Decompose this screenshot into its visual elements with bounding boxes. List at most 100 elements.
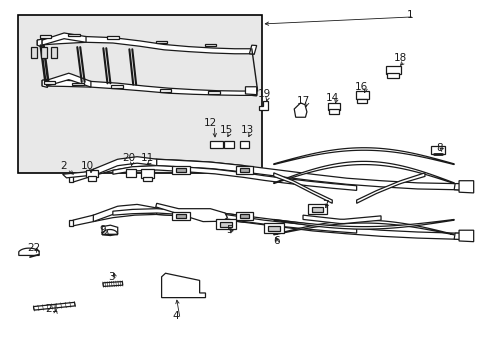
- Polygon shape: [102, 282, 122, 287]
- Polygon shape: [111, 85, 122, 88]
- Polygon shape: [126, 169, 136, 177]
- Polygon shape: [42, 79, 47, 87]
- Polygon shape: [216, 220, 235, 229]
- Text: 14: 14: [325, 93, 338, 103]
- Text: 11: 11: [140, 153, 153, 163]
- Polygon shape: [102, 225, 118, 235]
- Polygon shape: [251, 87, 257, 96]
- Polygon shape: [69, 220, 73, 226]
- Polygon shape: [156, 41, 167, 43]
- Polygon shape: [113, 209, 356, 233]
- Polygon shape: [239, 214, 249, 218]
- Polygon shape: [33, 302, 75, 310]
- Polygon shape: [329, 109, 338, 114]
- Polygon shape: [176, 168, 185, 172]
- Text: 12: 12: [203, 118, 217, 128]
- Text: 5: 5: [226, 225, 233, 235]
- Polygon shape: [210, 141, 222, 148]
- Polygon shape: [159, 89, 171, 92]
- Polygon shape: [31, 47, 37, 58]
- Polygon shape: [113, 166, 356, 190]
- Polygon shape: [93, 204, 157, 222]
- Polygon shape: [294, 103, 306, 117]
- Text: 20: 20: [122, 153, 135, 163]
- Polygon shape: [386, 73, 398, 78]
- Polygon shape: [46, 73, 91, 87]
- Polygon shape: [40, 35, 51, 38]
- Polygon shape: [37, 37, 254, 54]
- Polygon shape: [267, 226, 279, 230]
- Bar: [18, 15, 261, 173]
- Polygon shape: [273, 220, 453, 235]
- Polygon shape: [307, 204, 327, 215]
- Polygon shape: [42, 80, 256, 96]
- Polygon shape: [311, 207, 323, 212]
- Polygon shape: [239, 141, 249, 148]
- Polygon shape: [143, 177, 152, 181]
- Polygon shape: [453, 233, 469, 240]
- Polygon shape: [204, 44, 216, 46]
- Polygon shape: [157, 159, 244, 172]
- Text: 17: 17: [296, 96, 309, 106]
- Polygon shape: [88, 176, 96, 181]
- Polygon shape: [273, 220, 453, 229]
- Polygon shape: [273, 161, 453, 184]
- Polygon shape: [37, 39, 42, 47]
- Polygon shape: [273, 148, 453, 165]
- Polygon shape: [220, 222, 231, 226]
- Polygon shape: [224, 141, 233, 148]
- Text: 10: 10: [81, 161, 94, 171]
- Polygon shape: [68, 34, 80, 36]
- Polygon shape: [43, 81, 55, 84]
- Polygon shape: [264, 224, 283, 233]
- Polygon shape: [385, 66, 400, 74]
- Polygon shape: [235, 166, 253, 174]
- Polygon shape: [245, 87, 256, 95]
- Text: 6: 6: [272, 236, 279, 246]
- Text: 9: 9: [100, 225, 106, 235]
- Polygon shape: [73, 159, 468, 190]
- Polygon shape: [172, 166, 189, 174]
- Text: 21: 21: [45, 304, 59, 314]
- Polygon shape: [453, 184, 469, 190]
- Polygon shape: [176, 214, 185, 218]
- Text: 16: 16: [354, 82, 367, 92]
- Polygon shape: [62, 172, 91, 178]
- Polygon shape: [235, 212, 253, 220]
- Polygon shape: [42, 33, 86, 45]
- Polygon shape: [69, 176, 73, 182]
- Polygon shape: [430, 146, 445, 154]
- Text: 15: 15: [219, 125, 232, 135]
- Polygon shape: [51, 47, 57, 58]
- Text: 1: 1: [406, 10, 413, 20]
- Polygon shape: [72, 83, 83, 85]
- Polygon shape: [102, 229, 118, 234]
- Polygon shape: [239, 168, 249, 172]
- Polygon shape: [355, 91, 368, 99]
- Text: 19: 19: [257, 89, 270, 99]
- Polygon shape: [356, 99, 366, 103]
- Text: 13: 13: [240, 125, 253, 135]
- Polygon shape: [93, 157, 157, 176]
- Polygon shape: [328, 103, 339, 110]
- Polygon shape: [161, 273, 205, 298]
- Polygon shape: [303, 215, 380, 224]
- Polygon shape: [41, 47, 47, 58]
- Polygon shape: [73, 208, 468, 240]
- Text: 4: 4: [173, 311, 179, 321]
- Polygon shape: [356, 173, 424, 203]
- Polygon shape: [458, 230, 473, 242]
- Polygon shape: [172, 212, 189, 220]
- Text: 2: 2: [60, 161, 66, 171]
- Polygon shape: [107, 36, 119, 39]
- Polygon shape: [458, 181, 473, 193]
- Polygon shape: [157, 208, 244, 222]
- Polygon shape: [259, 101, 267, 110]
- Text: 18: 18: [393, 53, 407, 63]
- Polygon shape: [249, 45, 256, 54]
- Text: 8: 8: [435, 143, 442, 153]
- Polygon shape: [273, 173, 331, 203]
- Polygon shape: [141, 169, 154, 178]
- Text: 3: 3: [108, 272, 115, 282]
- Polygon shape: [156, 203, 227, 222]
